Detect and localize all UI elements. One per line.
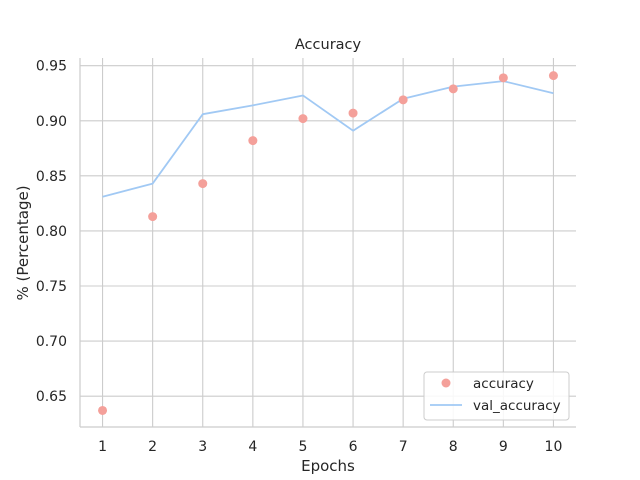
grid-lines — [80, 58, 576, 427]
accuracy-point — [298, 114, 308, 124]
series-layer — [98, 71, 558, 415]
y-tick-label: 0.80 — [36, 224, 67, 240]
x-tick-label: 6 — [349, 439, 358, 455]
accuracy-point — [248, 136, 258, 146]
x-tick-label: 7 — [399, 439, 408, 455]
legend: accuracy val_accuracy — [423, 371, 570, 421]
val-accuracy-line — [102, 80, 554, 198]
y-axis-title: % (Percentage) — [14, 185, 32, 300]
x-tick-label: 5 — [298, 439, 307, 455]
chart-title: Accuracy — [295, 37, 362, 53]
accuracy-point — [548, 71, 558, 81]
x-axis-title: Epochs — [301, 457, 355, 475]
tick-labels: 1 2 3 4 5 6 7 8 9 10 0.65 0.70 0.75 0.80 0.85 0.90 0.95 — [36, 59, 563, 455]
legend-accuracy-label: accuracy — [473, 376, 534, 392]
legend-accuracy-marker — [441, 378, 451, 388]
accuracy-point — [348, 108, 358, 118]
accuracy-point — [198, 179, 208, 189]
y-tick-label: 0.75 — [36, 279, 67, 295]
legend-box — [423, 371, 570, 421]
x-tick-label: 3 — [198, 439, 207, 455]
x-tick-label: 10 — [545, 439, 563, 455]
x-tick-label: 1 — [98, 439, 107, 455]
x-tick-label: 4 — [248, 439, 257, 455]
x-tick-label: 2 — [148, 439, 157, 455]
accuracy-point — [98, 405, 108, 415]
accuracy-point — [148, 212, 158, 222]
legend-val-accuracy-label: val_accuracy — [473, 398, 561, 414]
y-tick-label: 0.70 — [36, 334, 67, 350]
y-tick-label: 0.95 — [36, 59, 67, 75]
y-tick-label: 0.85 — [36, 169, 67, 185]
accuracy-point — [498, 73, 508, 83]
y-tick-label: 0.90 — [36, 114, 67, 130]
accuracy-point — [398, 95, 408, 105]
x-tick-label: 8 — [449, 439, 458, 455]
accuracy-point — [448, 84, 458, 94]
x-tick-label: 9 — [499, 439, 508, 455]
axis-spines — [79, 58, 576, 428]
y-tick-label: 0.65 — [36, 389, 67, 405]
